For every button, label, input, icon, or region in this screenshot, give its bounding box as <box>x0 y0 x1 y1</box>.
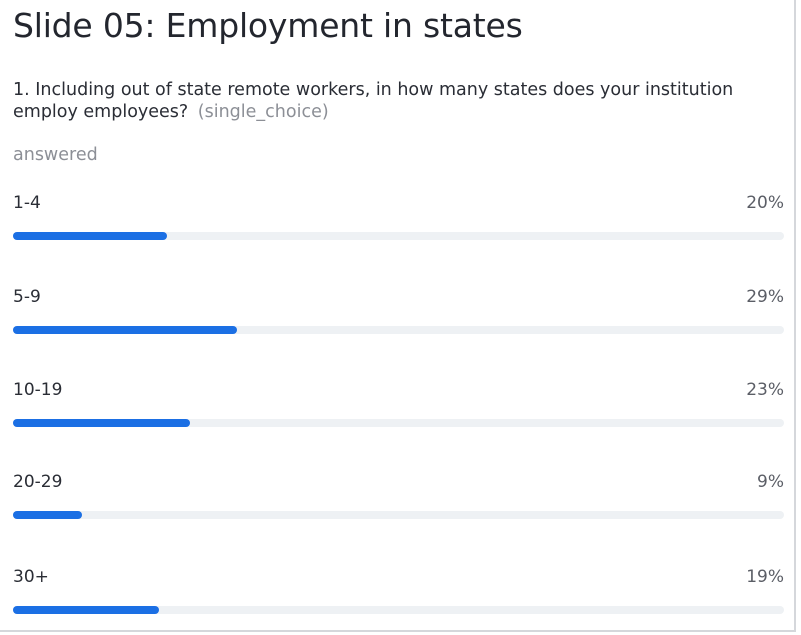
bar-track <box>13 326 784 334</box>
answered-label: answered <box>13 145 98 165</box>
option-row: 30+ 19% <box>13 567 784 627</box>
question-type: (single_choice) <box>197 102 329 122</box>
option-percent: 19% <box>746 567 784 587</box>
option-label: 5-9 <box>13 287 41 307</box>
bar-fill <box>13 326 237 334</box>
bar-track <box>13 232 784 240</box>
question-text: 1. Including out of state remote workers… <box>13 79 783 123</box>
question-prompt: 1. Including out of state remote workers… <box>13 80 734 122</box>
bar-track <box>13 419 784 427</box>
option-percent: 29% <box>746 287 784 307</box>
option-percent: 9% <box>757 472 784 492</box>
bar-track <box>13 606 784 614</box>
option-row: 10-19 23% <box>13 380 784 440</box>
option-percent: 20% <box>746 193 784 213</box>
option-row: 1-4 20% <box>13 193 784 253</box>
slide-title: Slide 05: Employment in states <box>13 6 523 45</box>
option-percent: 23% <box>746 380 784 400</box>
bar-fill <box>13 419 191 427</box>
bar-fill <box>13 232 168 240</box>
option-label: 30+ <box>13 567 49 587</box>
bar-track <box>13 511 784 519</box>
bar-fill <box>13 606 160 614</box>
option-label: 1-4 <box>13 193 41 213</box>
option-row: 5-9 29% <box>13 287 784 347</box>
option-label: 20-29 <box>13 472 63 492</box>
option-label: 10-19 <box>13 380 63 400</box>
bar-fill <box>13 511 83 519</box>
option-row: 20-29 9% <box>13 472 784 532</box>
